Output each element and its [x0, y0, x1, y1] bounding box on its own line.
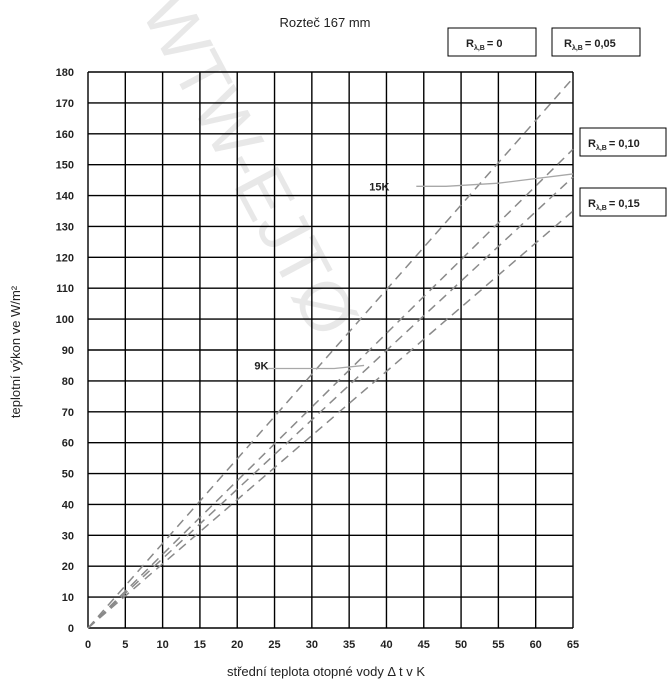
- watermark: WTW-EJTØ: [127, 0, 372, 349]
- y-tick-label: 70: [62, 407, 74, 419]
- x-tick-label: 65: [567, 639, 579, 651]
- y-tick-label: 90: [62, 345, 74, 357]
- series-line-3: [87, 210, 574, 629]
- y-tick-label: 30: [62, 530, 74, 542]
- x-tick-labels: 0 5 10 15 20 25 30 35 40 45 50 55 60 65: [85, 639, 579, 651]
- y-tick-labels: 0 10 20 30 40 50 60 70 80 90 100 110 120 130 140 150 160…: [56, 67, 74, 635]
- y-tick-label: 160: [56, 129, 74, 141]
- y-tick-label: 80: [62, 376, 74, 388]
- y-tick-label: 180: [56, 67, 74, 79]
- y-tick-label: 110: [56, 283, 74, 295]
- legend-r0-value: = 0: [487, 38, 503, 50]
- y-tick-label: 50: [62, 469, 74, 481]
- x-tick-label: 50: [455, 639, 467, 651]
- x-tick-label: 35: [343, 639, 355, 651]
- y-tick-label: 120: [56, 252, 74, 264]
- series-line-1: [87, 148, 574, 629]
- series-line-0: [87, 77, 574, 629]
- annotation-15k: 15K: [369, 181, 389, 193]
- x-tick-label: 15: [194, 639, 206, 651]
- legend-r010-sub: λ,B: [596, 144, 607, 152]
- x-axis-label: střední teplota otopné vody Δ t v K: [227, 664, 425, 679]
- legend-r015-main: R: [588, 198, 596, 210]
- y-tick-label: 130: [56, 221, 74, 233]
- legend-r015-sub: λ,B: [596, 204, 607, 212]
- legend-r005-value: = 0,05: [585, 38, 616, 50]
- y-tick-label: 10: [62, 592, 74, 604]
- legend-box-r005: Rλ,B = 0,05: [551, 27, 641, 57]
- y-tick-label: 140: [56, 191, 74, 203]
- legend-r005-sub: λ,B: [572, 44, 583, 52]
- x-tick-label: 60: [530, 639, 542, 651]
- legend-r0-main: R: [466, 38, 474, 50]
- y-tick-label: 60: [62, 438, 74, 450]
- x-tick-label: 55: [492, 639, 504, 651]
- series-line-2: [87, 176, 574, 629]
- legend-box-r010: Rλ,B = 0,10: [579, 127, 667, 157]
- limit-curves: [267, 173, 574, 370]
- x-tick-label: 30: [306, 639, 318, 651]
- watermark-text: WTW-EJTØ: [127, 0, 372, 349]
- legend-r010-value: = 0,10: [609, 138, 640, 150]
- x-tick-label: 5: [122, 639, 128, 651]
- y-tick-label: 40: [62, 499, 74, 511]
- svg-text:Rλ,B= 0,10: Rλ,B = 0,10: [588, 138, 640, 152]
- legend-r005-main: R: [564, 38, 572, 50]
- annotation-9k: 9K: [254, 360, 268, 372]
- y-axis-label: teplotní výkon ve W/m²: [8, 285, 23, 418]
- svg-text:Rλ,B= 0,15: Rλ,B = 0,15: [588, 198, 640, 212]
- x-tick-label: 25: [268, 639, 280, 651]
- legend-box-r0: Rλ,B = 0: [447, 27, 537, 57]
- grid: [87, 71, 574, 629]
- svg-text:Rλ,B= 0: Rλ,B = 0: [466, 38, 502, 52]
- y-tick-label: 100: [56, 314, 74, 326]
- x-tick-label: 10: [156, 639, 168, 651]
- y-tick-label: 0: [68, 623, 74, 635]
- series-lines: [87, 77, 574, 629]
- x-tick-label: 40: [380, 639, 392, 651]
- chart-title: Rozteč 167 mm: [279, 15, 370, 30]
- x-tick-label: 45: [418, 639, 430, 651]
- y-tick-label: 150: [56, 160, 74, 172]
- legend-r0-sub: λ,B: [474, 44, 485, 52]
- x-tick-label: 0: [85, 639, 91, 651]
- y-tick-label: 170: [56, 98, 74, 110]
- legend-box-r015: Rλ,B = 0,15: [579, 187, 667, 217]
- legend-r010-main: R: [588, 138, 596, 150]
- legend-r015-value: = 0,15: [609, 198, 640, 210]
- svg-text:Rλ,B= 0,05: Rλ,B = 0,05: [564, 38, 616, 52]
- limit-curve-15k: [416, 173, 574, 187]
- x-tick-label: 20: [231, 639, 243, 651]
- limit-curve-9k: [267, 364, 365, 370]
- y-tick-label: 20: [62, 561, 74, 573]
